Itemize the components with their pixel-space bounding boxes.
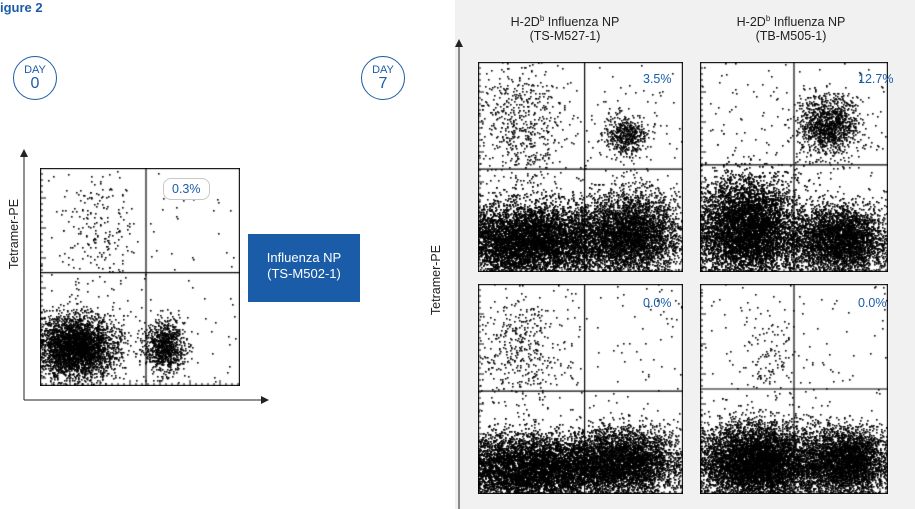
day0-badge: DAY 0 (13, 56, 57, 100)
influenza-np-box: Influenza NP (TS-M502-1) (248, 234, 360, 302)
percentage-ts-m527-top: 3.5% (643, 72, 672, 86)
flow-plot-ts-m527-bottom (478, 284, 683, 494)
flow-plot-ts-m527-bottom-scatter (478, 284, 683, 494)
percentage-day0: 0.3% (163, 178, 210, 200)
column-header-ts-m527: H-2Db Influenza NP (TS-M527-1) (470, 12, 660, 43)
day7-badge: DAY 7 (361, 56, 405, 100)
percentage-tb-m505-top: 12.7% (858, 72, 894, 86)
flow-plot-day0-scatter (40, 168, 240, 386)
influenza-np-box-line2: (TS-M502-1) (267, 266, 341, 281)
percentage-tb-m505-bottom: 0.0% (858, 296, 887, 310)
flow-plot-tb-m505-bottom-scatter (700, 284, 888, 494)
day7-badge-line2: 7 (378, 75, 388, 92)
flow-plot-ts-m527-top (478, 62, 683, 272)
flow-plot-tb-m505-top-scatter (700, 62, 888, 272)
flow-plot-tb-m505-top (700, 62, 888, 272)
influenza-np-box-line1: Influenza NP (266, 250, 342, 265)
flow-plot-day0 (40, 168, 240, 386)
column-header-tb-m505-line2: (TB-M505-1) (755, 29, 827, 44)
percentage-ts-m527-bottom: 0.0% (643, 296, 672, 310)
column-header-tb-m505-line1: H-2Db Influenza NP (736, 14, 846, 30)
flow-plot-ts-m527-top-scatter (478, 62, 683, 272)
day0-badge-line2: 0 (30, 75, 40, 92)
flow-plot-tb-m505-bottom (700, 284, 888, 494)
column-header-tb-m505: H-2Db Influenza NP (TB-M505-1) (696, 12, 886, 43)
figure-label: igure 2 (0, 0, 43, 15)
column-header-ts-m527-line1: H-2Db Influenza NP (510, 14, 620, 30)
day7-badge-line1: DAY (372, 64, 394, 76)
column-header-ts-m527-line2: (TS-M527-1) (529, 29, 601, 44)
day0-badge-line1: DAY (24, 64, 46, 76)
